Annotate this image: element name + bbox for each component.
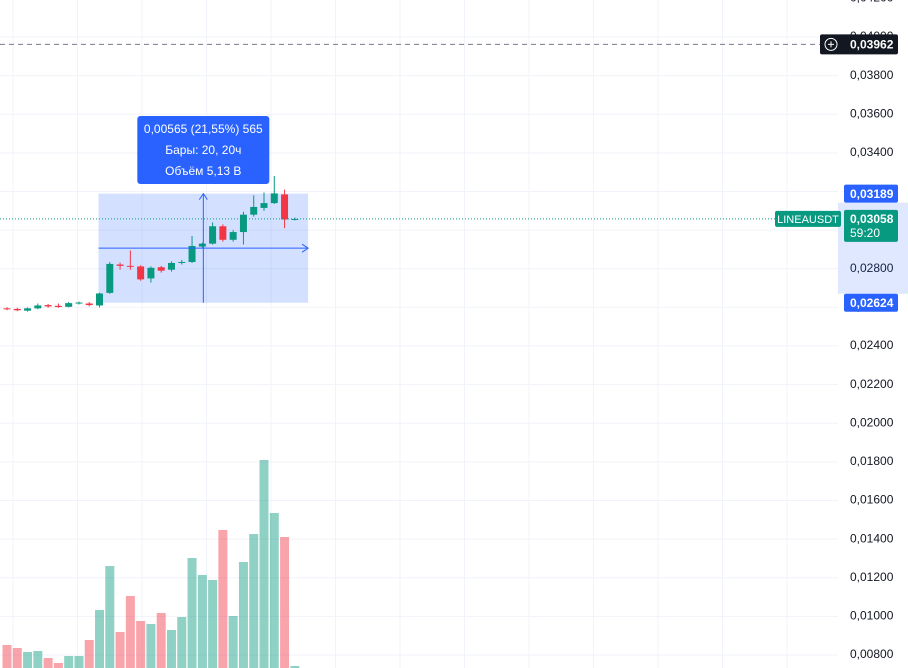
range-label-bg bbox=[844, 184, 898, 203]
y-tick-label: 0,02200 bbox=[850, 377, 894, 391]
volume-bar bbox=[105, 566, 115, 668]
add-icon bbox=[824, 37, 838, 51]
measure-text: 0,00565 (21,55%) 565 bbox=[144, 122, 263, 136]
volume-bar bbox=[74, 656, 84, 668]
volume-bar bbox=[208, 580, 218, 668]
volume-bar bbox=[166, 630, 176, 668]
y-tick-label: 0,01000 bbox=[850, 609, 894, 623]
volume-bar bbox=[115, 632, 125, 668]
candle-body bbox=[209, 226, 217, 244]
candle-body bbox=[34, 305, 42, 309]
y-tick-label: 0,01200 bbox=[850, 570, 894, 584]
candle-body bbox=[137, 266, 145, 280]
volume-bar bbox=[95, 610, 105, 668]
y-tick-label: 0,02000 bbox=[850, 415, 894, 429]
y-tick-label: 0,03600 bbox=[850, 106, 894, 120]
volume-bar bbox=[249, 534, 259, 668]
candle-body bbox=[239, 214, 247, 233]
volume-bar bbox=[156, 613, 166, 668]
candle-body bbox=[24, 308, 32, 311]
symbol-label-bg bbox=[775, 210, 841, 227]
countdown: 59:20 bbox=[850, 226, 880, 240]
volume-bar bbox=[197, 575, 207, 668]
measure-text: Бары: 20, 20ч bbox=[165, 143, 241, 157]
candle-body bbox=[54, 305, 62, 307]
y-tick-label: 0,01800 bbox=[850, 454, 894, 468]
candle-body bbox=[13, 308, 21, 311]
volume-bar bbox=[228, 616, 238, 668]
measure-text: Объём 5,13 B bbox=[165, 164, 241, 178]
volume-bar bbox=[136, 621, 146, 668]
volume-bar bbox=[53, 663, 63, 668]
candle-body bbox=[96, 293, 104, 306]
volume-bar bbox=[84, 640, 94, 668]
range-label-bg bbox=[844, 293, 898, 312]
y-tick-label: 0,03400 bbox=[850, 145, 894, 159]
candle-body bbox=[116, 264, 124, 266]
volume-bar bbox=[43, 658, 53, 668]
candle-body bbox=[147, 267, 155, 279]
volume-bar bbox=[125, 596, 135, 668]
volume-bar bbox=[23, 652, 33, 668]
candle-body bbox=[75, 302, 83, 304]
candle-body bbox=[270, 193, 278, 204]
candle-body bbox=[219, 226, 227, 240]
candle-body bbox=[260, 203, 268, 208]
candle-body bbox=[126, 265, 134, 267]
volume-bar bbox=[238, 562, 248, 668]
arrow-head bbox=[198, 192, 208, 200]
candle-body bbox=[157, 267, 165, 271]
volume-bar bbox=[218, 530, 228, 668]
volume-bar bbox=[269, 513, 279, 668]
candle-body bbox=[85, 303, 93, 306]
candle-body bbox=[281, 194, 289, 220]
last-price-bg bbox=[844, 209, 898, 242]
volume-bar bbox=[290, 666, 300, 668]
y-tick-label: 0,01400 bbox=[850, 531, 894, 545]
candle-body bbox=[3, 308, 11, 310]
y-tick-label: 0,04200 bbox=[850, 0, 894, 5]
candle-body bbox=[198, 243, 206, 247]
volume-bar bbox=[64, 656, 74, 668]
volume-bar bbox=[259, 460, 269, 668]
measure-tooltip bbox=[137, 116, 270, 184]
candle-body bbox=[178, 261, 186, 263]
last-price-label: 0,03058 bbox=[850, 212, 894, 226]
y-tick-label: 0,01600 bbox=[850, 493, 894, 507]
volume-bar bbox=[12, 648, 22, 668]
candle-body bbox=[106, 263, 114, 293]
candle-body bbox=[167, 262, 175, 270]
volume-bar bbox=[2, 645, 12, 668]
arrow-head bbox=[301, 243, 310, 253]
y-tick-label: 0,02400 bbox=[850, 338, 894, 352]
y-tick-label: 0,02800 bbox=[850, 261, 894, 275]
candle-body bbox=[250, 206, 258, 215]
range-label: 0,03189 bbox=[850, 187, 894, 201]
candle-body bbox=[229, 232, 237, 240]
y-tick-label: 0,00800 bbox=[850, 647, 894, 661]
range-label: 0,02624 bbox=[850, 296, 894, 310]
crosshair-label: 0,03962 bbox=[850, 38, 894, 52]
volume-bar bbox=[146, 624, 156, 668]
volume-bar bbox=[33, 651, 43, 668]
volume-bar bbox=[280, 537, 290, 668]
crosshair-label-bg bbox=[820, 34, 898, 55]
candle-body bbox=[44, 305, 52, 307]
y-tick-label: 0,03800 bbox=[850, 68, 894, 82]
add-icon bbox=[828, 41, 834, 48]
volume-bar bbox=[177, 617, 187, 668]
volume-bar bbox=[187, 558, 197, 668]
candle-body bbox=[188, 245, 196, 262]
symbol-label: LINEAUSDT bbox=[777, 214, 839, 226]
candle-body bbox=[65, 303, 73, 307]
